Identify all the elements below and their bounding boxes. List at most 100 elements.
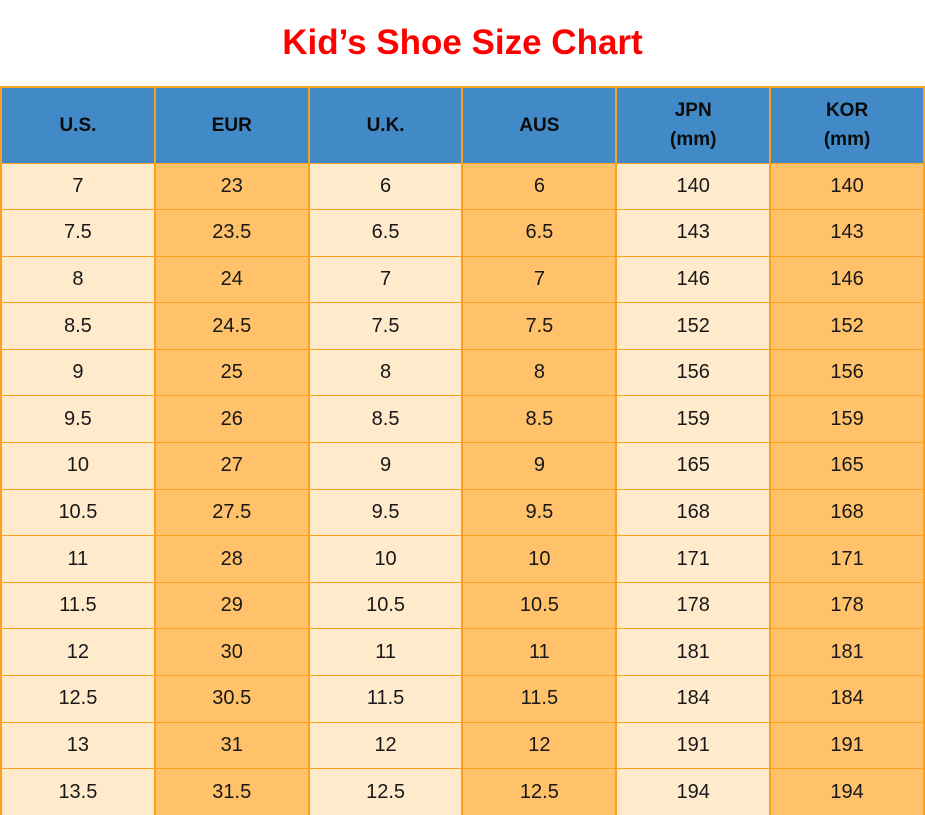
table-row: 8.5 24.5 7.5 7.5 152 152 [0,302,925,350]
table-cell: 152 [615,302,772,350]
table-cell: 29 [153,581,310,630]
table-cell: 7.5 [0,209,156,257]
table-row: 13 31 12 12 191 191 [0,721,925,770]
table-row: 7 23 6 6 140 140 [0,162,925,211]
table-cell: 8.5 [0,302,156,350]
page-title: Kid’s Shoe Size Chart [282,23,643,62]
column-header-unit: (mm) [823,129,871,151]
column-header-label: KOR [825,99,869,121]
table-cell: 165 [615,442,772,490]
table-cell: 26 [153,395,310,444]
table-cell: 12 [461,721,618,770]
table-cell: 27 [153,442,310,490]
table-cell: 24.5 [153,302,310,350]
table-header: U.S. EUR U.K. AUS JPN (mm) KOR (mm) [0,86,925,164]
table-cell: 8.5 [461,395,618,444]
table-cell: 146 [769,255,925,304]
table-cell: 30.5 [153,675,310,723]
table-cell: 7.5 [461,302,618,350]
table-row: 11.5 29 10.5 10.5 178 178 [0,581,925,630]
shoe-size-table: U.S. EUR U.K. AUS JPN (mm) KOR (mm) 7 23 6 6 140 140… [0,86,925,815]
column-header-label: JPN [674,99,712,121]
table-cell: 10 [307,535,464,583]
table-cell: 6 [307,162,464,211]
table-cell: 159 [615,395,772,444]
table-cell: 9.5 [0,395,156,444]
table-cell: 6.5 [307,209,464,257]
table-cell: 23.5 [153,209,310,257]
table-cell: 171 [769,535,925,583]
table-cell: 6 [461,162,618,211]
table-cell: 9 [307,442,464,490]
table-row: 8 24 7 7 146 146 [0,255,925,304]
table-cell: 8 [0,255,156,304]
table-cell: 168 [615,488,772,537]
table-cell: 184 [615,675,772,723]
table-row: 10 27 9 9 165 165 [0,442,925,490]
table-cell: 11 [0,535,156,583]
table-cell: 10.5 [307,581,464,630]
table-cell: 171 [615,535,772,583]
table-cell: 8 [461,348,618,397]
table-cell: 168 [769,488,925,537]
table-cell: 10.5 [461,581,618,630]
table-cell: 8.5 [307,395,464,444]
table-cell: 159 [769,395,925,444]
column-header-uk: U.K. [307,86,464,164]
table-cell: 191 [769,721,925,770]
table-cell: 10 [461,535,618,583]
table-cell: 143 [615,209,772,257]
table-cell: 11 [461,628,618,677]
table-cell: 30 [153,628,310,677]
table-cell: 31 [153,721,310,770]
table-cell: 140 [615,162,772,211]
column-header-label: AUS [519,114,560,136]
table-cell: 7 [0,162,156,211]
table-cell: 9.5 [461,488,618,537]
table-cell: 156 [769,348,925,397]
table-cell: 9 [0,348,156,397]
table-cell: 146 [615,255,772,304]
table-cell: 12.5 [461,768,618,815]
table-cell: 10 [0,442,156,490]
table-cell: 143 [769,209,925,257]
table-cell: 27.5 [153,488,310,537]
table-row: 9 25 8 8 156 156 [0,348,925,397]
table-cell: 7 [461,255,618,304]
table-cell: 12 [307,721,464,770]
table-row: 9.5 26 8.5 8.5 159 159 [0,395,925,444]
title-bar: Kid’s Shoe Size Chart [0,0,925,86]
table-cell: 152 [769,302,925,350]
table-row: 10.5 27.5 9.5 9.5 168 168 [0,488,925,537]
column-header-kor: KOR (mm) [769,86,925,164]
column-header-eur: EUR [153,86,310,164]
column-header-label: U.K. [366,114,405,136]
table-cell: 31.5 [153,768,310,815]
table-row: 7.5 23.5 6.5 6.5 143 143 [0,209,925,257]
table-cell: 9 [461,442,618,490]
table-cell: 12 [0,628,156,677]
table-cell: 9.5 [307,488,464,537]
column-header-us: U.S. [0,86,156,164]
header-row: U.S. EUR U.K. AUS JPN (mm) KOR (mm) [0,86,925,164]
table-row: 11 28 10 10 171 171 [0,535,925,583]
table-row: 13.5 31.5 12.5 12.5 194 194 [0,768,925,815]
table-cell: 10.5 [0,488,156,537]
table-cell: 178 [769,581,925,630]
table-cell: 156 [615,348,772,397]
column-header-aus: AUS [461,86,618,164]
table-cell: 191 [615,721,772,770]
table-cell: 7.5 [307,302,464,350]
table-cell: 13 [0,721,156,770]
table-cell: 181 [769,628,925,677]
table-cell: 11.5 [307,675,464,723]
table-body: 7 23 6 6 140 140 7.5 23.5 6.5 6.5 143 143 8 24 7 7 146 14… [0,162,925,815]
column-header-jpn: JPN (mm) [615,86,772,164]
table-cell: 11.5 [0,581,156,630]
table-cell: 25 [153,348,310,397]
table-cell: 184 [769,675,925,723]
table-cell: 181 [615,628,772,677]
table-cell: 7 [307,255,464,304]
table-cell: 12.5 [0,675,156,723]
column-header-label: U.S. [59,114,97,136]
